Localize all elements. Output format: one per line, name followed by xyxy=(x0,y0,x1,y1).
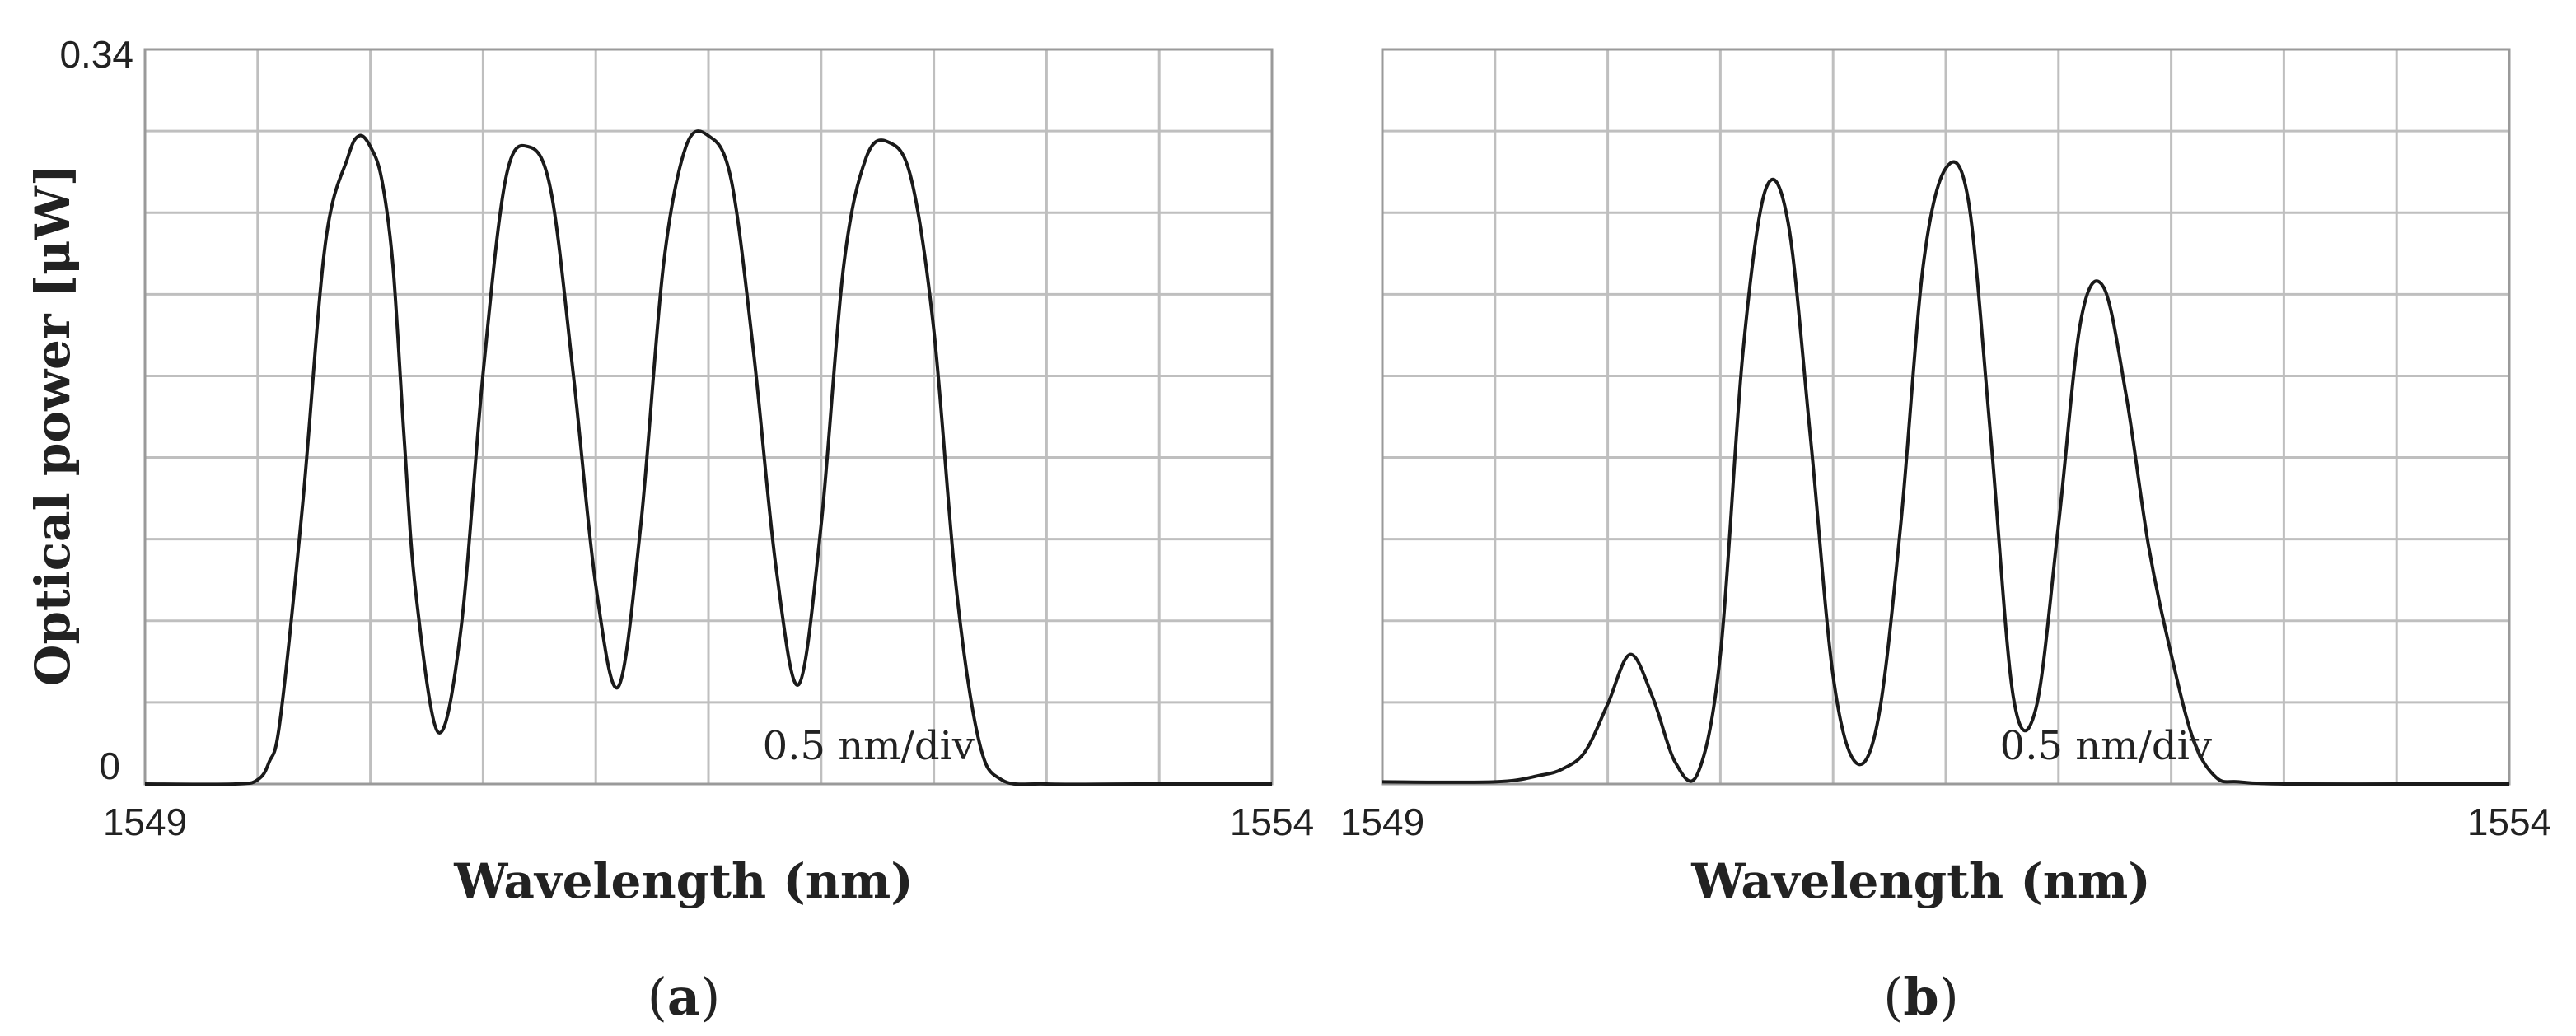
panel-label-open-b: ( xyxy=(1883,967,1903,1027)
grid-b xyxy=(1382,49,2509,784)
chart-b: 1549 1554 0.5 nm/div Wavelength (nm) (b) xyxy=(1340,48,2551,1027)
panel-label-b: (b) xyxy=(1883,967,1959,1027)
x-tick-label-right-b: 1554 xyxy=(2467,800,2551,843)
series-line-b xyxy=(1382,160,2509,786)
chart-a: 0.34 0 1549 1554 0.5 nm/div Wavelength (… xyxy=(25,33,1314,1027)
panel-label-letter-a: a xyxy=(667,967,700,1027)
x-tick-label-right-a: 1554 xyxy=(1230,800,1314,843)
x-axis-label-a: Wavelength (nm) xyxy=(453,853,914,909)
y-tick-label-top-a: 0.34 xyxy=(59,33,133,76)
panel-label-close-b: ) xyxy=(1939,967,1959,1027)
y-tick-label-bottom-a: 0 xyxy=(99,744,120,787)
panel-label-letter-b: b xyxy=(1903,967,1938,1027)
panel-label-close-a: ) xyxy=(700,967,720,1027)
x-axis-label-b: Wavelength (nm) xyxy=(1690,853,2151,909)
x-tick-label-left-a: 1549 xyxy=(103,800,187,843)
plot-frame-b xyxy=(1381,48,2511,786)
x-tick-label-left-b: 1549 xyxy=(1340,800,1424,843)
annotation-a: 0.5 nm/div xyxy=(763,723,975,769)
series-line-a xyxy=(144,129,1272,786)
plot-frame-a xyxy=(143,48,1274,786)
panel-label-a: (a) xyxy=(648,967,721,1027)
annotation-b: 0.5 nm/div xyxy=(2000,723,2212,769)
grid-a xyxy=(145,49,1272,784)
y-axis-label-a: Optical power [μW] xyxy=(25,164,81,686)
panel-label-open-a: ( xyxy=(648,967,667,1027)
